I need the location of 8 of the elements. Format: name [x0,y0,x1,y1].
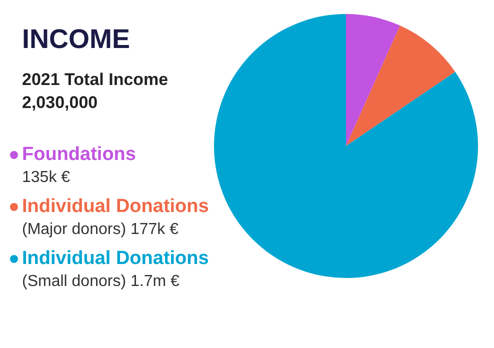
chart-title: INCOME [22,24,130,55]
legend-label: Individual Donations [22,247,209,271]
legend-label: Individual Donations [22,195,209,219]
data-label: 135k € [22,168,72,188]
legend-label: Foundations [22,143,136,167]
data-label: (Small donors) 1.7m € [22,272,180,292]
data-label: (Major donors) 177k € [22,220,180,240]
text: 2021 Total Income 2,030,000 [22,69,168,114]
